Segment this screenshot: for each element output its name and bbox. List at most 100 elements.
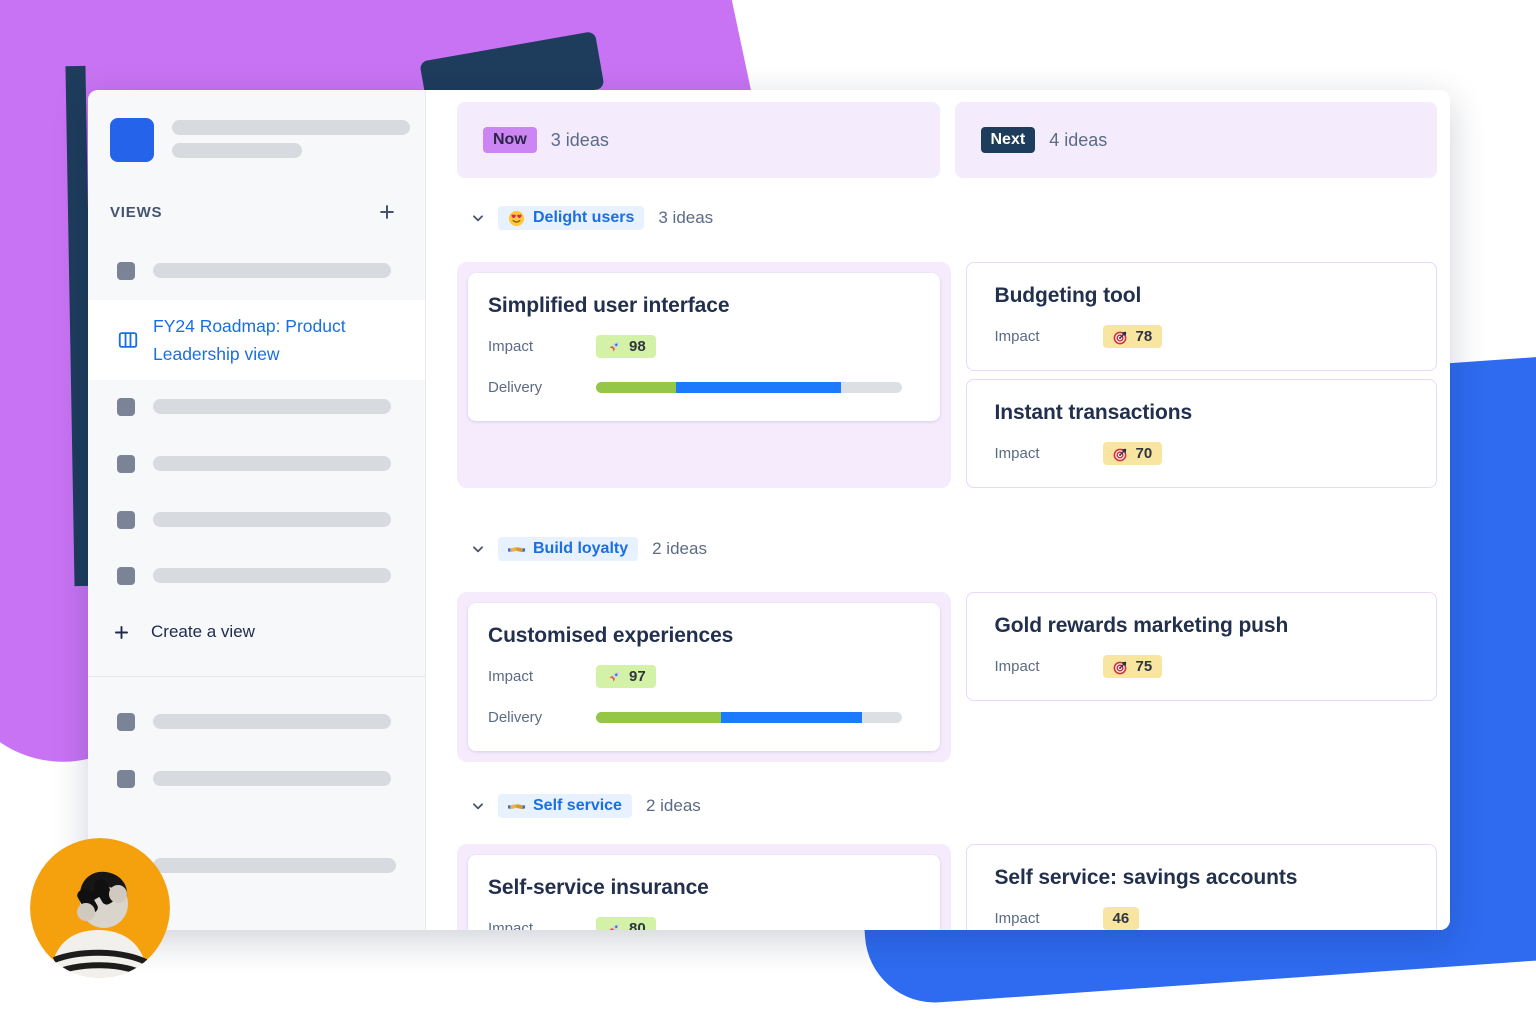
app-window: VIEWS FY24 Roadmap: Product Leadership v… bbox=[88, 90, 1450, 930]
create-view-button[interactable]: Create a view bbox=[112, 622, 255, 642]
idea-card-self-service-savings[interactable]: Self service: savings accounts Impact 46 bbox=[965, 844, 1437, 930]
impact-badge: 98 bbox=[596, 335, 656, 358]
idea-card-gold-rewards[interactable]: Gold rewards marketing push Impact 75 bbox=[965, 592, 1437, 701]
impact-row: Impact 46 bbox=[995, 905, 1413, 930]
impact-row: Impact 78 bbox=[995, 323, 1413, 350]
collapse-section-button[interactable] bbox=[469, 540, 487, 558]
impact-row: Impact 80 bbox=[488, 915, 916, 930]
impact-row: Impact 70 bbox=[995, 440, 1413, 467]
card-title: Instant transactions bbox=[994, 401, 1193, 424]
binoculars-photo bbox=[30, 838, 170, 978]
idea-card-budgeting-tool[interactable]: Budgeting tool Impact 78 bbox=[965, 262, 1437, 371]
views-header: VIEWS bbox=[110, 200, 399, 224]
sidebar-item-placeholder bbox=[117, 511, 135, 529]
impact-label: Impact bbox=[488, 338, 534, 355]
delivery-row: Delivery bbox=[488, 374, 916, 401]
impact-value: 46 bbox=[1112, 910, 1130, 927]
idea-card-self-service-insurance[interactable]: Self-service insurance Impact 80 bbox=[468, 855, 940, 930]
sidebar-item-placeholder bbox=[117, 567, 135, 585]
sidebar-item-placeholder bbox=[117, 713, 135, 731]
impact-value: 98 bbox=[629, 338, 646, 355]
section-label: Build loyalty bbox=[533, 540, 629, 557]
collapse-section-button[interactable] bbox=[469, 797, 487, 815]
sidebar-item-placeholder bbox=[117, 455, 135, 473]
impact-label: Impact bbox=[994, 658, 1040, 675]
skeleton-bar bbox=[153, 456, 391, 471]
impact-label: Impact bbox=[994, 328, 1040, 345]
next-status-badge: Next bbox=[980, 127, 1036, 153]
board-icon bbox=[118, 332, 138, 348]
section-count: 2 ideas bbox=[652, 539, 707, 558]
plus-icon bbox=[380, 205, 394, 219]
idea-card-instant-transactions[interactable]: Instant transactions Impact 70 bbox=[965, 379, 1437, 488]
card-title: Customised experiences bbox=[488, 624, 734, 647]
impact-row: Impact 98 bbox=[488, 333, 916, 360]
views-label: VIEWS bbox=[110, 203, 163, 221]
delivery-label: Delivery bbox=[488, 709, 543, 726]
handshake-emoji bbox=[508, 803, 525, 809]
impact-label: Impact bbox=[994, 445, 1040, 462]
rocket-emoji bbox=[609, 923, 620, 930]
sidebar: VIEWS FY24 Roadmap: Product Leadership v… bbox=[88, 90, 426, 930]
idea-card-simplified-user-interface[interactable]: Simplified user interface Impact 98 Deli… bbox=[468, 273, 940, 421]
section-badge: Build loyalty bbox=[498, 537, 639, 561]
sidebar-item-placeholder bbox=[117, 262, 135, 280]
person-with-binoculars-illustration bbox=[30, 838, 170, 978]
section-badge: Delight users bbox=[498, 206, 645, 230]
impact-badge: 80 bbox=[596, 917, 656, 930]
skeleton-bar bbox=[153, 568, 391, 583]
idea-card-customised-experiences[interactable]: Customised experiences Impact 97 Deliver… bbox=[468, 603, 940, 751]
impact-badge: 75 bbox=[1102, 655, 1163, 678]
column-headers: Now 3 ideas Next 4 ideas bbox=[457, 102, 1437, 178]
add-view-button[interactable] bbox=[375, 200, 399, 224]
impact-label: Impact bbox=[994, 910, 1040, 927]
skeleton-bar bbox=[153, 858, 396, 873]
handshake-emoji bbox=[508, 546, 525, 552]
impact-label: Impact bbox=[488, 668, 534, 685]
cards-row: Self-service insurance Impact 80 Self se… bbox=[457, 844, 1437, 930]
progress-inprogress-segment bbox=[721, 712, 863, 723]
card-title: Gold rewards marketing push bbox=[994, 614, 1289, 637]
sidebar-item-label: FY24 Roadmap: Product Leadership view bbox=[153, 316, 346, 364]
delivery-progress-bar bbox=[596, 712, 902, 723]
delivery-progress-bar bbox=[596, 382, 902, 393]
section-count: 2 ideas bbox=[645, 796, 701, 815]
impact-value: 78 bbox=[1135, 328, 1153, 345]
impact-row: Impact 97 bbox=[488, 663, 916, 690]
section-count: 3 ideas bbox=[658, 208, 714, 227]
rocket-emoji bbox=[609, 341, 620, 352]
target-emoji bbox=[1113, 448, 1126, 461]
impact-row: Impact 75 bbox=[995, 653, 1413, 680]
column-header-next: Next 4 ideas bbox=[954, 102, 1437, 178]
heart-eyes-emoji bbox=[508, 210, 525, 226]
create-view-label: Create a view bbox=[151, 622, 255, 641]
sidebar-item-placeholder bbox=[117, 770, 135, 788]
sidebar-item-fy24-roadmap[interactable]: FY24 Roadmap: Product Leadership view bbox=[88, 300, 425, 380]
impact-value: 80 bbox=[629, 920, 646, 930]
impact-badge: 46 bbox=[1102, 907, 1140, 930]
impact-badge: 97 bbox=[596, 665, 656, 688]
now-count: 3 ideas bbox=[550, 129, 609, 150]
cards-row: Customised experiences Impact 97 Deliver… bbox=[457, 592, 1437, 762]
now-cell: Simplified user interface Impact 98 Deli… bbox=[457, 262, 951, 488]
next-cell: Budgeting tool Impact 78 Instant transac… bbox=[965, 262, 1437, 488]
now-status-badge: Now bbox=[483, 127, 537, 153]
impact-value: 70 bbox=[1135, 445, 1153, 462]
delivery-label: Delivery bbox=[488, 379, 543, 396]
card-title: Simplified user interface bbox=[488, 294, 730, 317]
collapse-section-button[interactable] bbox=[469, 209, 487, 227]
section-badge: Self service bbox=[498, 794, 632, 818]
skeleton-bar bbox=[153, 399, 391, 414]
card-title: Self service: savings accounts bbox=[994, 866, 1298, 889]
impact-badge: 78 bbox=[1102, 325, 1163, 348]
chevron-down-icon bbox=[473, 215, 483, 222]
skeleton-bar bbox=[172, 120, 410, 135]
impact-value: 97 bbox=[629, 668, 646, 685]
progress-done-segment bbox=[596, 382, 676, 393]
next-cell: Self service: savings accounts Impact 46 bbox=[965, 844, 1437, 930]
progress-done-segment bbox=[596, 712, 722, 723]
chevron-down-icon bbox=[473, 803, 483, 810]
card-title: Budgeting tool bbox=[994, 284, 1142, 307]
card-title: Self-service insurance bbox=[488, 876, 709, 899]
